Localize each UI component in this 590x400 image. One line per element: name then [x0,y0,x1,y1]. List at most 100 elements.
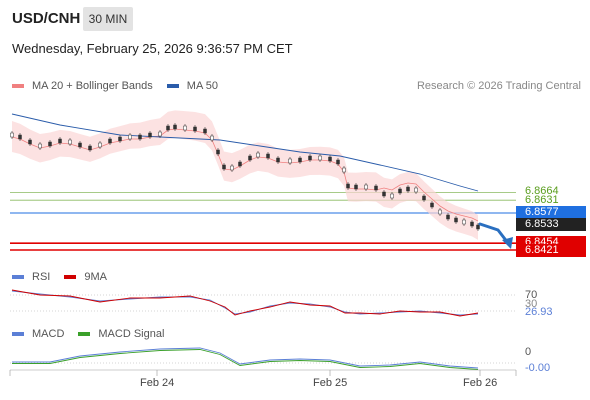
candle-body [470,221,474,227]
candle-body [430,202,434,208]
candle-body [374,185,378,191]
legend-macd-label: MACD [32,328,65,340]
candle-body [108,138,112,144]
legend-ma20-label: MA 20 + Bollinger Bands [32,80,153,92]
candle-body [193,126,197,132]
candle-body [414,187,418,193]
rsi-legend: RSI 9MA [12,271,121,283]
candle-body [422,195,426,201]
rsi-30-label: 30 [525,298,538,310]
legend-macd: MACD [12,328,64,340]
candle-body [398,188,402,194]
signal-swatch [78,332,91,336]
candle-body [298,157,302,163]
legend-ma20: MA 20 + Bollinger Bands [12,80,153,92]
candle-body [446,214,450,220]
candle-body [276,157,280,163]
legend-9ma: 9MA [64,271,107,283]
candle-body [166,125,170,131]
pivot-tag: 6.8577 [516,206,586,219]
candle-body [346,183,350,189]
macd-value-label: -0.00 [525,362,551,374]
legend-rsi: RSI [12,271,50,283]
candle-body [454,217,458,223]
candle-body [216,149,220,155]
forecast-arrow [478,222,510,245]
bollinger-band [12,110,478,240]
candle-body [78,142,82,148]
macd-signal-line [12,349,479,370]
candle-body [266,153,270,159]
candle-body [364,184,368,190]
datetime-label: Wednesday, February 25, 2026 9:36:57 PM … [12,41,293,56]
candle-body [390,193,394,199]
resistance-1-label: 6.8664 [525,185,559,197]
candle-body [48,141,52,147]
candle-body [118,136,122,142]
xtick-feb24: Feb 24 [140,377,175,389]
candle-body [406,186,410,192]
xtick-feb25: Feb 25 [313,377,348,389]
candle-body [18,134,22,140]
ma9-swatch [64,275,77,279]
candle-body [98,142,102,148]
candle-body [288,158,292,164]
rsi-70-label: 70 [525,289,538,301]
candle-body [230,165,234,171]
interval-badge[interactable]: 30 MIN [83,7,133,31]
candle-body [38,143,42,149]
candle-body [210,135,214,141]
legend-signal-label: MACD Signal [98,328,165,340]
candle-body [222,164,226,170]
candle-body [476,224,480,230]
candle-body [256,152,260,158]
candle-body [183,125,187,131]
candle-body [318,155,322,161]
credit-label: Research © 2026 Trading Central [416,80,581,92]
ma50-line [11,113,479,192]
candle-body [248,155,252,161]
legend-ma50: MA 50 [166,80,218,92]
macd-swatch [12,332,24,336]
candle-body [203,128,207,134]
candle-body [336,159,340,165]
macd-legend: MACD MACD Signal [12,328,178,340]
symbol-title: USD/CNH [12,10,81,27]
candle-body [128,134,132,140]
candle-body [68,139,72,145]
legend-9ma-label: 9MA [84,271,107,283]
macd-zero-label: 0 [525,346,532,358]
candle-body [438,209,442,215]
candle-body [88,145,92,151]
ma20-swatch [12,84,24,88]
ma50-swatch [166,84,179,88]
candle-body [354,184,358,190]
last-price-tag: 6.8533 [516,218,586,231]
candle-body [328,156,332,162]
rsi-swatch [12,275,24,279]
ma20-line [11,128,479,222]
rsi-ma-line [11,289,479,317]
macd-line [12,347,479,369]
candle-body [342,167,346,173]
candle-body [28,139,32,145]
candle-body [158,131,162,137]
candle-body [308,155,312,161]
chart-header: USD/CNH 30 MIN Wednesday, February 25, 2… [0,0,590,70]
xtick-feb26: Feb 26 [463,377,498,389]
candle-body [238,161,242,167]
resistance-2-label: 6.8631 [525,194,559,206]
candle-body [58,138,62,144]
legend-signal: MACD Signal [78,328,164,340]
legend-rsi-label: RSI [32,271,51,283]
candle-body [382,191,386,197]
candle-body [173,124,177,130]
candle-body [138,134,142,140]
legend-ma50-label: MA 50 [186,80,218,92]
price-legend: MA 20 + Bollinger Bands MA 50 [12,80,232,92]
support-2-tag: 6.8421 [516,244,586,257]
candle-body [462,219,466,225]
candle-body [10,132,14,138]
candle-body [148,132,152,138]
